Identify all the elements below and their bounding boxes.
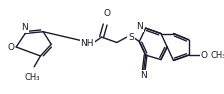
- Text: N: N: [140, 71, 147, 80]
- Text: O: O: [7, 42, 14, 52]
- Text: N: N: [136, 22, 143, 31]
- Text: O: O: [7, 42, 14, 52]
- Text: N: N: [140, 71, 147, 80]
- Text: CH₃: CH₃: [25, 73, 40, 82]
- Text: S: S: [128, 33, 134, 42]
- Text: NH: NH: [80, 39, 94, 48]
- Text: N: N: [21, 23, 28, 32]
- Text: CH₃: CH₃: [210, 51, 224, 60]
- Text: CH₃: CH₃: [25, 73, 40, 82]
- Text: S: S: [128, 33, 134, 42]
- Text: O: O: [103, 9, 110, 18]
- Text: O: O: [103, 9, 110, 18]
- Text: NH: NH: [80, 39, 94, 48]
- Text: O: O: [200, 51, 208, 60]
- Text: N: N: [21, 23, 28, 32]
- Text: O: O: [200, 51, 208, 60]
- Text: N: N: [136, 22, 143, 31]
